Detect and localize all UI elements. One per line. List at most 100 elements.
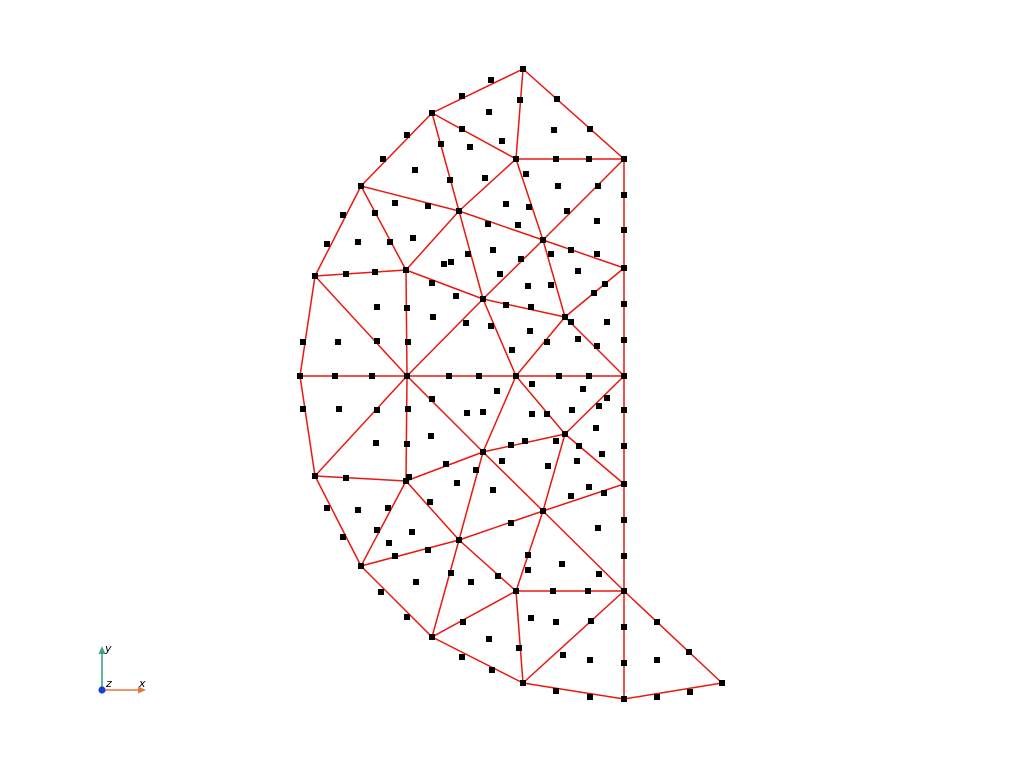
mesh-edge — [360, 185, 407, 271]
mesh-node — [548, 251, 554, 257]
mesh-edge — [482, 451, 544, 512]
mesh-node — [586, 484, 592, 490]
mesh-edge — [564, 433, 625, 485]
mesh-node — [412, 167, 418, 173]
mesh-node — [340, 212, 346, 218]
mesh-node — [448, 259, 454, 265]
mesh-node — [343, 271, 349, 277]
mesh-node — [601, 490, 607, 496]
mesh-edge — [515, 316, 566, 377]
mesh-node — [429, 396, 435, 402]
mesh-node — [518, 256, 524, 262]
mesh-node — [621, 443, 627, 449]
mesh-edge — [360, 480, 407, 567]
mesh-edge — [623, 682, 723, 700]
mesh-edge — [360, 112, 433, 187]
mesh-node — [336, 406, 342, 412]
mesh-node — [485, 221, 491, 227]
mesh-node — [425, 547, 431, 553]
mesh-node — [494, 388, 500, 394]
mesh-node — [545, 463, 551, 469]
mesh-node — [529, 381, 535, 387]
mesh-node — [404, 441, 410, 447]
mesh-vertex — [520, 66, 526, 72]
mesh-node — [332, 373, 338, 379]
mesh-edge — [482, 375, 517, 453]
mesh-node — [374, 304, 380, 310]
x-axis-label: x — [138, 677, 146, 690]
mesh-edge — [431, 590, 517, 638]
mesh-vertex — [621, 265, 627, 271]
mesh-edge — [299, 275, 316, 377]
mesh-node — [508, 520, 514, 526]
mesh-node — [509, 347, 515, 353]
mesh-node — [374, 338, 380, 344]
mesh-node — [654, 657, 660, 663]
mesh-node — [405, 406, 411, 412]
mesh-node — [355, 239, 361, 245]
mesh-node — [556, 373, 562, 379]
mesh-node — [527, 328, 533, 334]
mesh-node — [473, 467, 479, 473]
mesh-node — [438, 141, 444, 147]
mesh-node — [468, 579, 474, 585]
mesh-node — [340, 534, 346, 540]
mesh-vertex — [621, 481, 627, 487]
mesh-node — [594, 218, 600, 224]
mesh-node — [586, 373, 592, 379]
mesh-node — [575, 336, 581, 342]
mesh-node — [621, 192, 627, 198]
mesh-node — [525, 283, 531, 289]
mesh-node — [654, 619, 660, 625]
mesh-node — [428, 433, 434, 439]
mesh-node — [515, 222, 521, 228]
mesh-node — [324, 505, 330, 511]
mesh-vertex — [297, 373, 303, 379]
mesh-edge — [431, 112, 460, 212]
mesh-node — [575, 268, 581, 274]
mesh-node — [587, 126, 593, 132]
mesh-node — [429, 280, 435, 286]
mesh-node — [459, 93, 465, 99]
mesh-node — [392, 553, 398, 559]
mesh-node — [464, 410, 470, 416]
mesh-node — [564, 208, 570, 214]
mesh-edge — [431, 539, 460, 638]
mesh-node — [544, 411, 550, 417]
mesh-edge — [406, 298, 484, 377]
mesh-node — [374, 527, 380, 533]
mesh-node — [495, 573, 501, 579]
mesh-node — [459, 126, 465, 132]
mesh-edge — [515, 375, 566, 435]
mesh-node — [553, 688, 559, 694]
mesh-node — [516, 645, 522, 651]
mesh-edge — [542, 239, 625, 269]
mesh-node — [604, 319, 610, 325]
mesh-edge — [458, 158, 517, 212]
mesh-edge — [482, 298, 566, 318]
mesh-edge — [314, 475, 362, 567]
mesh-node — [559, 561, 565, 567]
mesh-edge — [522, 682, 625, 700]
mesh-vertex — [480, 449, 486, 455]
mesh-node — [463, 320, 469, 326]
mesh-node — [596, 403, 602, 409]
mesh-node — [300, 339, 306, 345]
mesh-node — [454, 480, 460, 486]
mesh-node — [465, 251, 471, 257]
mesh-edge — [360, 539, 460, 567]
mesh-node — [378, 589, 384, 595]
mesh-node — [587, 657, 593, 663]
mesh-node — [594, 251, 600, 257]
mesh-edge — [405, 375, 408, 482]
mesh-node — [427, 499, 433, 505]
mesh-node — [490, 487, 496, 493]
mesh-edge — [458, 539, 517, 592]
mesh-node — [409, 529, 415, 535]
mesh-edge — [623, 590, 723, 684]
mesh-node — [508, 442, 514, 448]
mesh-node — [499, 458, 505, 464]
mesh-node — [604, 395, 610, 401]
mesh-edge — [431, 68, 524, 114]
